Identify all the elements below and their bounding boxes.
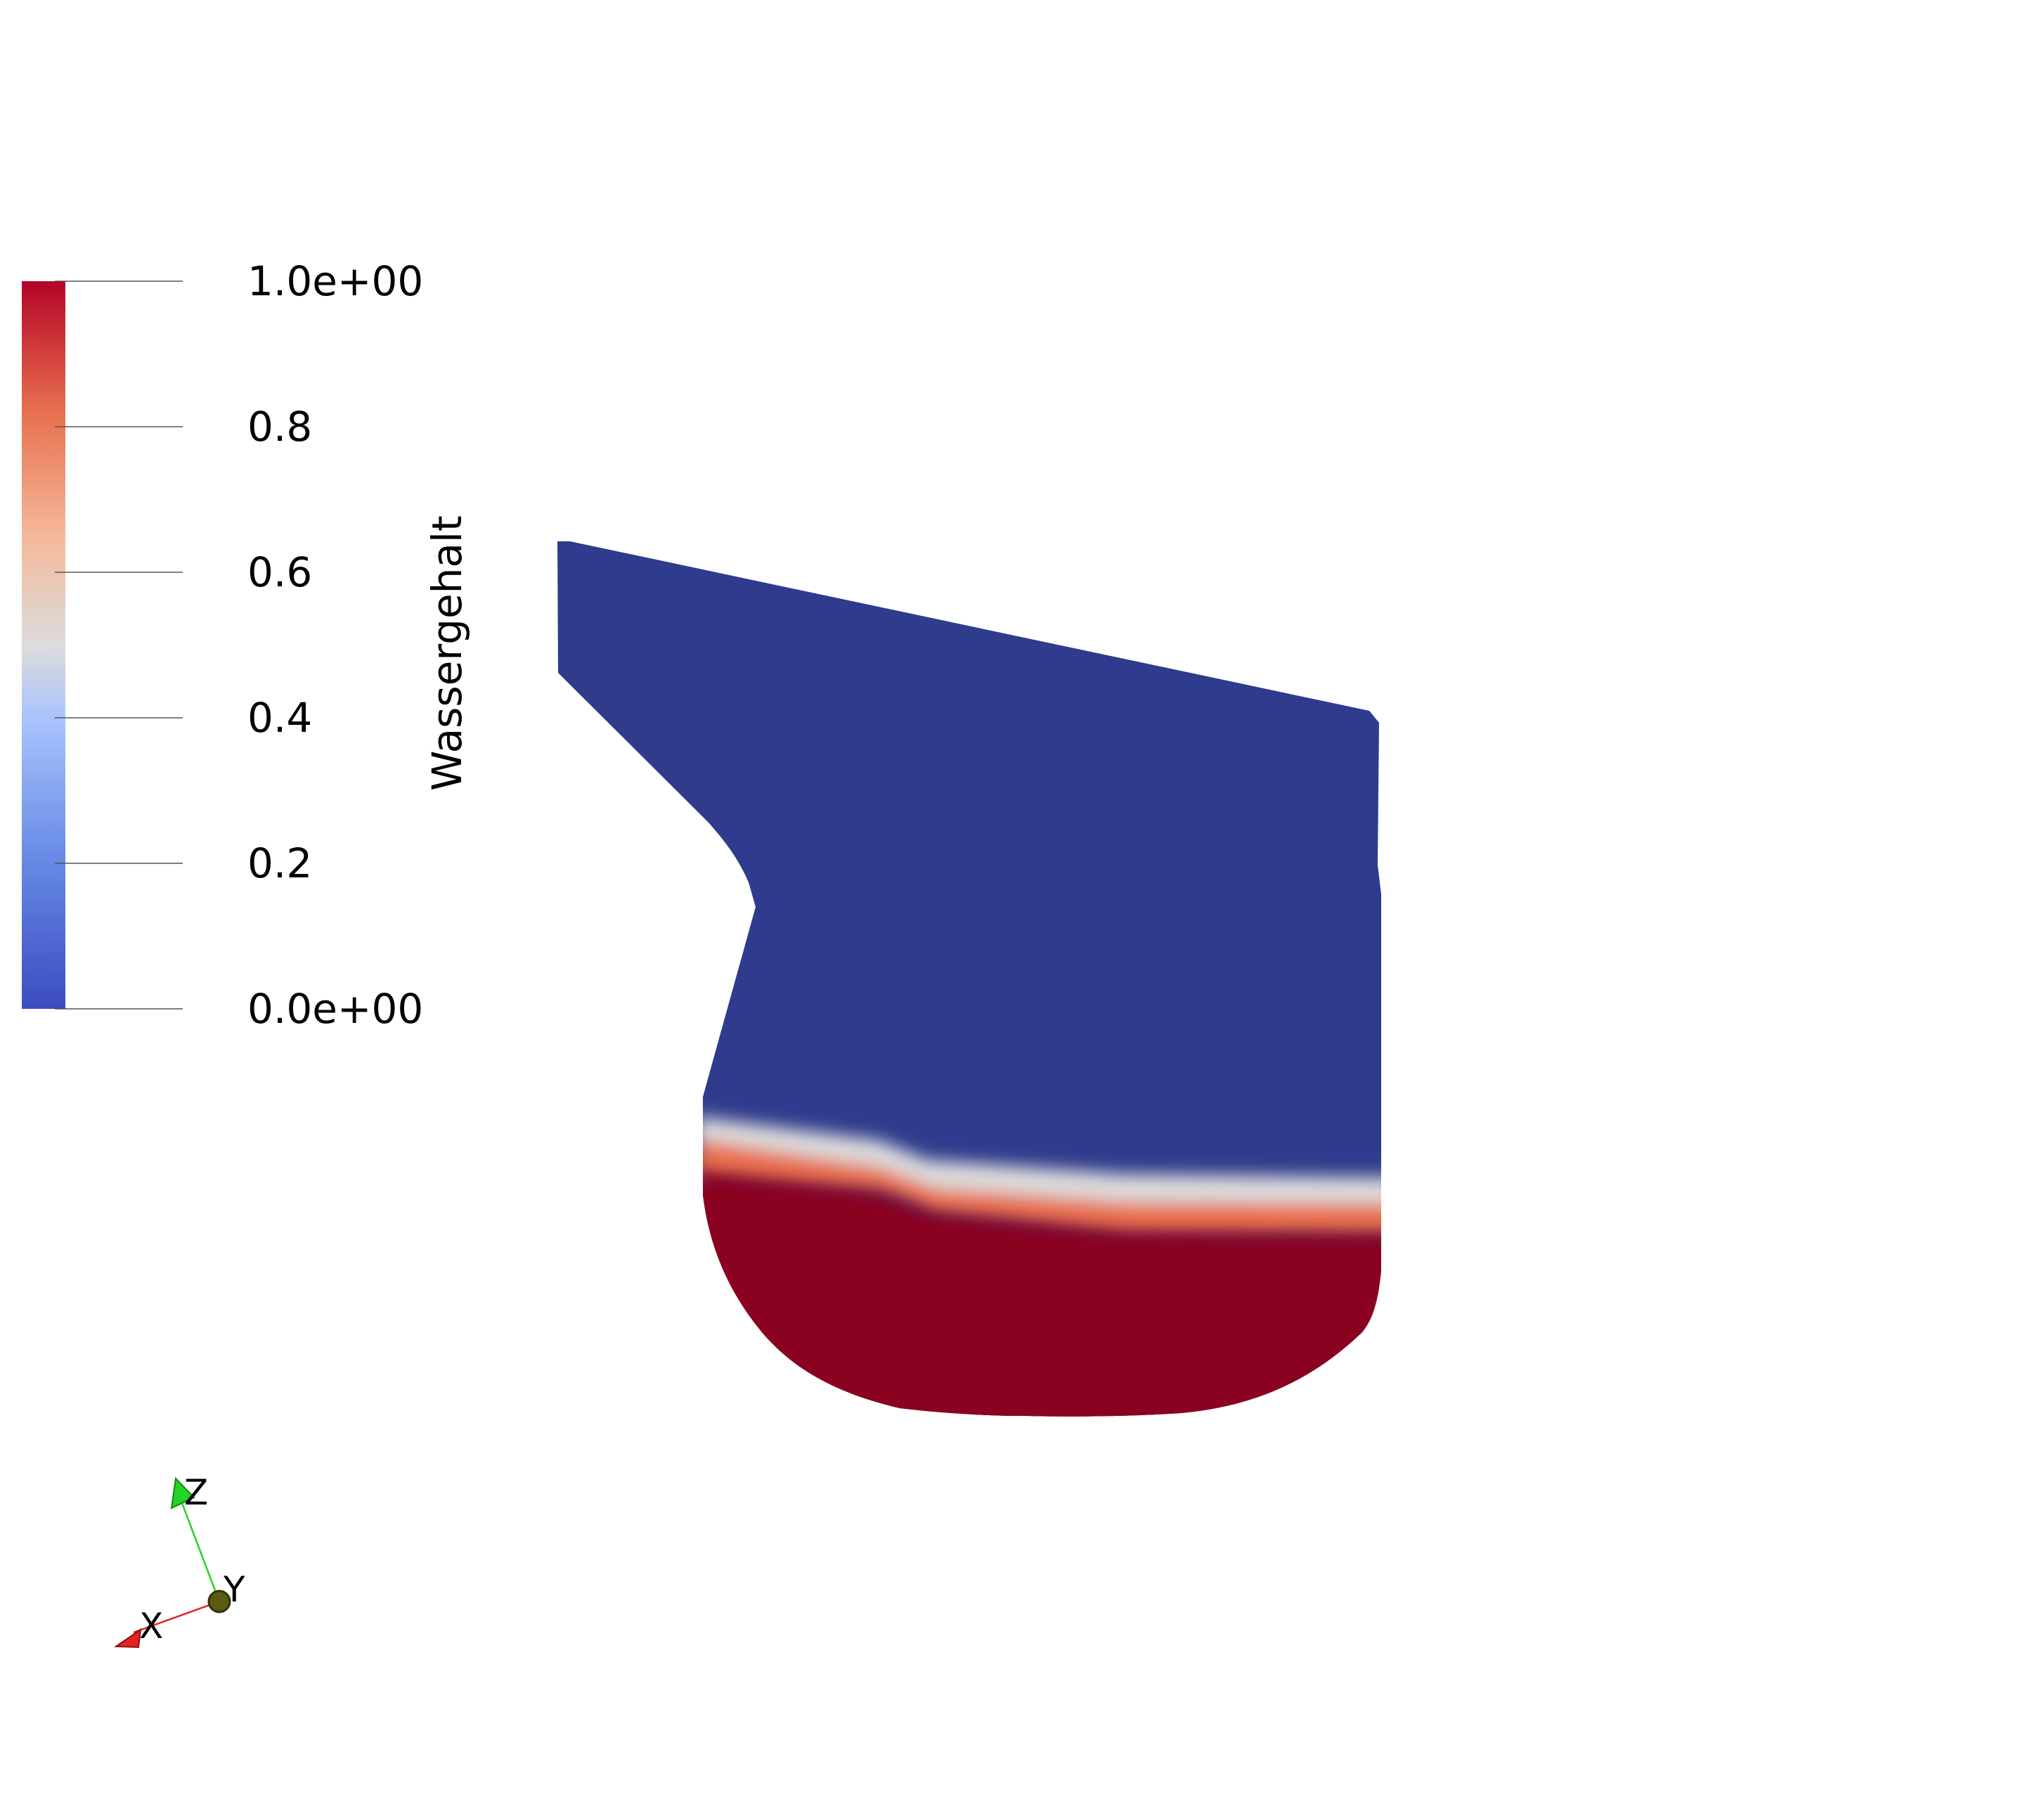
colorbar-tick-label: 0.8 bbox=[247, 403, 312, 451]
mesh-surface[interactable] bbox=[548, 534, 1399, 1427]
colorbar-tick-label: 0.2 bbox=[247, 839, 312, 887]
colorbar-tick-label: 0.0e+00 bbox=[247, 985, 423, 1033]
colorbar-tick-lines bbox=[55, 281, 183, 1010]
x-axis-cone-icon bbox=[113, 1628, 142, 1649]
orientation-axes[interactable]: Z X Y bbox=[113, 1472, 245, 1649]
colorbar-tick-label: 0.6 bbox=[247, 548, 312, 596]
colorbar-tick-label: 0.4 bbox=[247, 694, 312, 742]
z-axis-cone-icon bbox=[170, 1476, 195, 1509]
wetting-front bbox=[696, 1116, 1381, 1237]
x-axis-line bbox=[133, 1600, 220, 1634]
y-axis-label: Y bbox=[223, 1569, 245, 1610]
x-axis-label: X bbox=[139, 1606, 163, 1646]
color-legend[interactable]: 1.0e+00 0.8 0.6 0.4 0.2 0.0e+00 Wassergehalt bbox=[22, 257, 471, 1033]
colorbar-tick-labels: 1.0e+00 0.8 0.6 0.4 0.2 0.0e+00 bbox=[247, 257, 423, 1033]
colorbar-title: Wassergehalt bbox=[423, 515, 471, 791]
z-axis-label: Z bbox=[184, 1472, 208, 1513]
y-axis-sphere-icon bbox=[207, 1590, 231, 1613]
z-axis-line bbox=[177, 1493, 221, 1602]
colorbar-tick-label: 1.0e+00 bbox=[247, 257, 423, 305]
colorbar-gradient bbox=[22, 281, 65, 1009]
